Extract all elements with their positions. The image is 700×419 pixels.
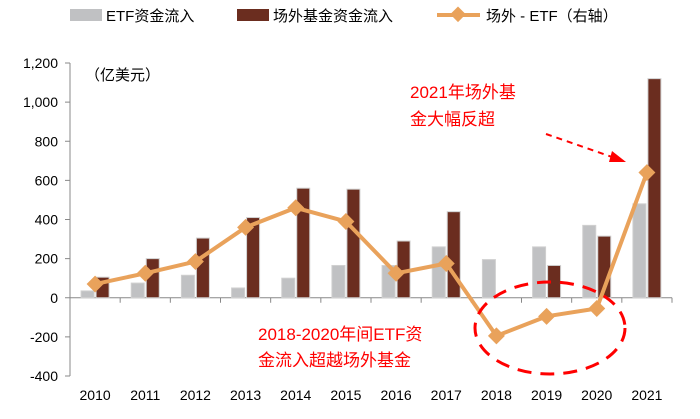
bar-etf [632,203,647,299]
bar-etf [582,224,597,299]
unit-label: （亿美元） [85,67,160,84]
point-diff [237,218,255,236]
annotation-2021-line2: 金大幅反超 [410,110,495,129]
x-tick-label: 2019 [531,387,562,403]
point-diff [136,264,154,282]
y-tick-label: 800 [35,133,59,149]
bar-otc [195,237,210,299]
x-tick-label: 2018 [481,387,512,403]
y-tick-label: 600 [35,172,59,188]
x-tick-label: 2012 [180,387,211,403]
point-diff [538,307,556,325]
annotation-arrowhead [609,151,626,162]
bar-etf [231,287,246,299]
y-tick-label: 0 [50,290,58,306]
y-tick-label: 200 [35,251,59,267]
point-diff [638,164,656,182]
annotation-2018-line1: 2018-2020年间ETF资 [258,325,422,344]
line-diff [94,171,649,338]
point-diff [487,327,505,345]
x-tick-label: 2011 [130,387,160,403]
bar-etf [431,246,446,299]
legend-label-etf: ETF资金流入 [106,8,194,25]
point-diff [588,300,606,317]
y-tick-label: 400 [35,212,59,228]
annotation-2018-line2: 金流入超越场外基金 [258,351,411,370]
bar-otc [246,217,261,299]
x-tick-label: 2017 [431,387,462,403]
annotation-2021-line1: 2021年场外基 [410,83,516,102]
bar-etf [532,246,547,299]
x-tick-label: 2021 [631,387,662,403]
legend-label-diff: 场外 - ETF（右轴） [486,8,618,25]
annotation-2018-2020: 2018-2020年间ETF资 金流入超越场外基金 [258,280,627,376]
bar-otc [346,188,361,299]
x-tick-label: 2013 [230,387,261,403]
legend: ETF资金流入 场外基金资金流入 场外 - ETF（右轴） [70,6,618,25]
bar-etf [130,282,145,299]
bar-etf [331,264,346,299]
bar-otc [446,211,461,299]
bar-otc [296,187,311,299]
annotation-2021: 2021年场外基 金大幅反超 [410,83,626,162]
bar-etf [281,277,296,299]
x-tick-label: 2014 [280,387,311,403]
annotation-ellipse [473,280,627,376]
point-diff [86,275,104,293]
point-diff [387,264,405,282]
y-tick-label: -200 [30,329,58,345]
point-diff [287,199,305,217]
y-tick-label: 1,200 [23,55,58,71]
bar-etf [481,259,496,299]
point-diff [437,255,455,273]
point-diff [337,212,355,230]
annotation-arrow [545,133,616,159]
x-tick-label: 2020 [581,387,612,403]
bar-otc [647,78,662,299]
y-tick-label: -400 [30,368,58,384]
x-tick-label: 2016 [381,387,412,403]
bar-etf [180,274,195,299]
legend-swatch-etf [70,9,102,21]
legend-label-otc: 场外基金资金流入 [273,8,393,25]
bar-etf [80,290,95,299]
x-tick-label: 2015 [330,387,361,403]
legend-swatch-otc [237,9,269,21]
x-tick-label: 2010 [80,387,111,403]
legend-marker-diff [450,6,466,23]
point-diff [186,253,204,271]
y-tick-label: 1,000 [23,94,58,110]
